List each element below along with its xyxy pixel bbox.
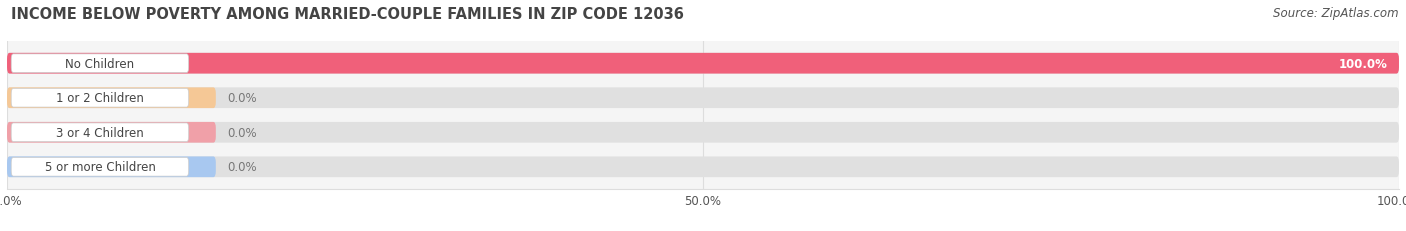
Text: Source: ZipAtlas.com: Source: ZipAtlas.com bbox=[1274, 7, 1399, 20]
Text: 0.0%: 0.0% bbox=[226, 161, 256, 173]
FancyBboxPatch shape bbox=[7, 122, 217, 143]
FancyBboxPatch shape bbox=[7, 88, 217, 109]
FancyBboxPatch shape bbox=[7, 157, 1399, 177]
FancyBboxPatch shape bbox=[7, 122, 1399, 143]
Text: 100.0%: 100.0% bbox=[1339, 58, 1388, 70]
FancyBboxPatch shape bbox=[11, 123, 188, 142]
Text: 0.0%: 0.0% bbox=[226, 92, 256, 105]
FancyBboxPatch shape bbox=[7, 54, 1399, 74]
FancyBboxPatch shape bbox=[11, 55, 188, 73]
FancyBboxPatch shape bbox=[7, 88, 1399, 109]
Text: 5 or more Children: 5 or more Children bbox=[45, 161, 156, 173]
FancyBboxPatch shape bbox=[11, 89, 188, 108]
Text: No Children: No Children bbox=[66, 58, 135, 70]
Text: 1 or 2 Children: 1 or 2 Children bbox=[56, 92, 143, 105]
Text: 0.0%: 0.0% bbox=[226, 126, 256, 139]
Text: INCOME BELOW POVERTY AMONG MARRIED-COUPLE FAMILIES IN ZIP CODE 12036: INCOME BELOW POVERTY AMONG MARRIED-COUPL… bbox=[11, 7, 685, 22]
FancyBboxPatch shape bbox=[7, 157, 217, 177]
FancyBboxPatch shape bbox=[7, 54, 1399, 74]
FancyBboxPatch shape bbox=[11, 158, 188, 176]
Text: 3 or 4 Children: 3 or 4 Children bbox=[56, 126, 143, 139]
